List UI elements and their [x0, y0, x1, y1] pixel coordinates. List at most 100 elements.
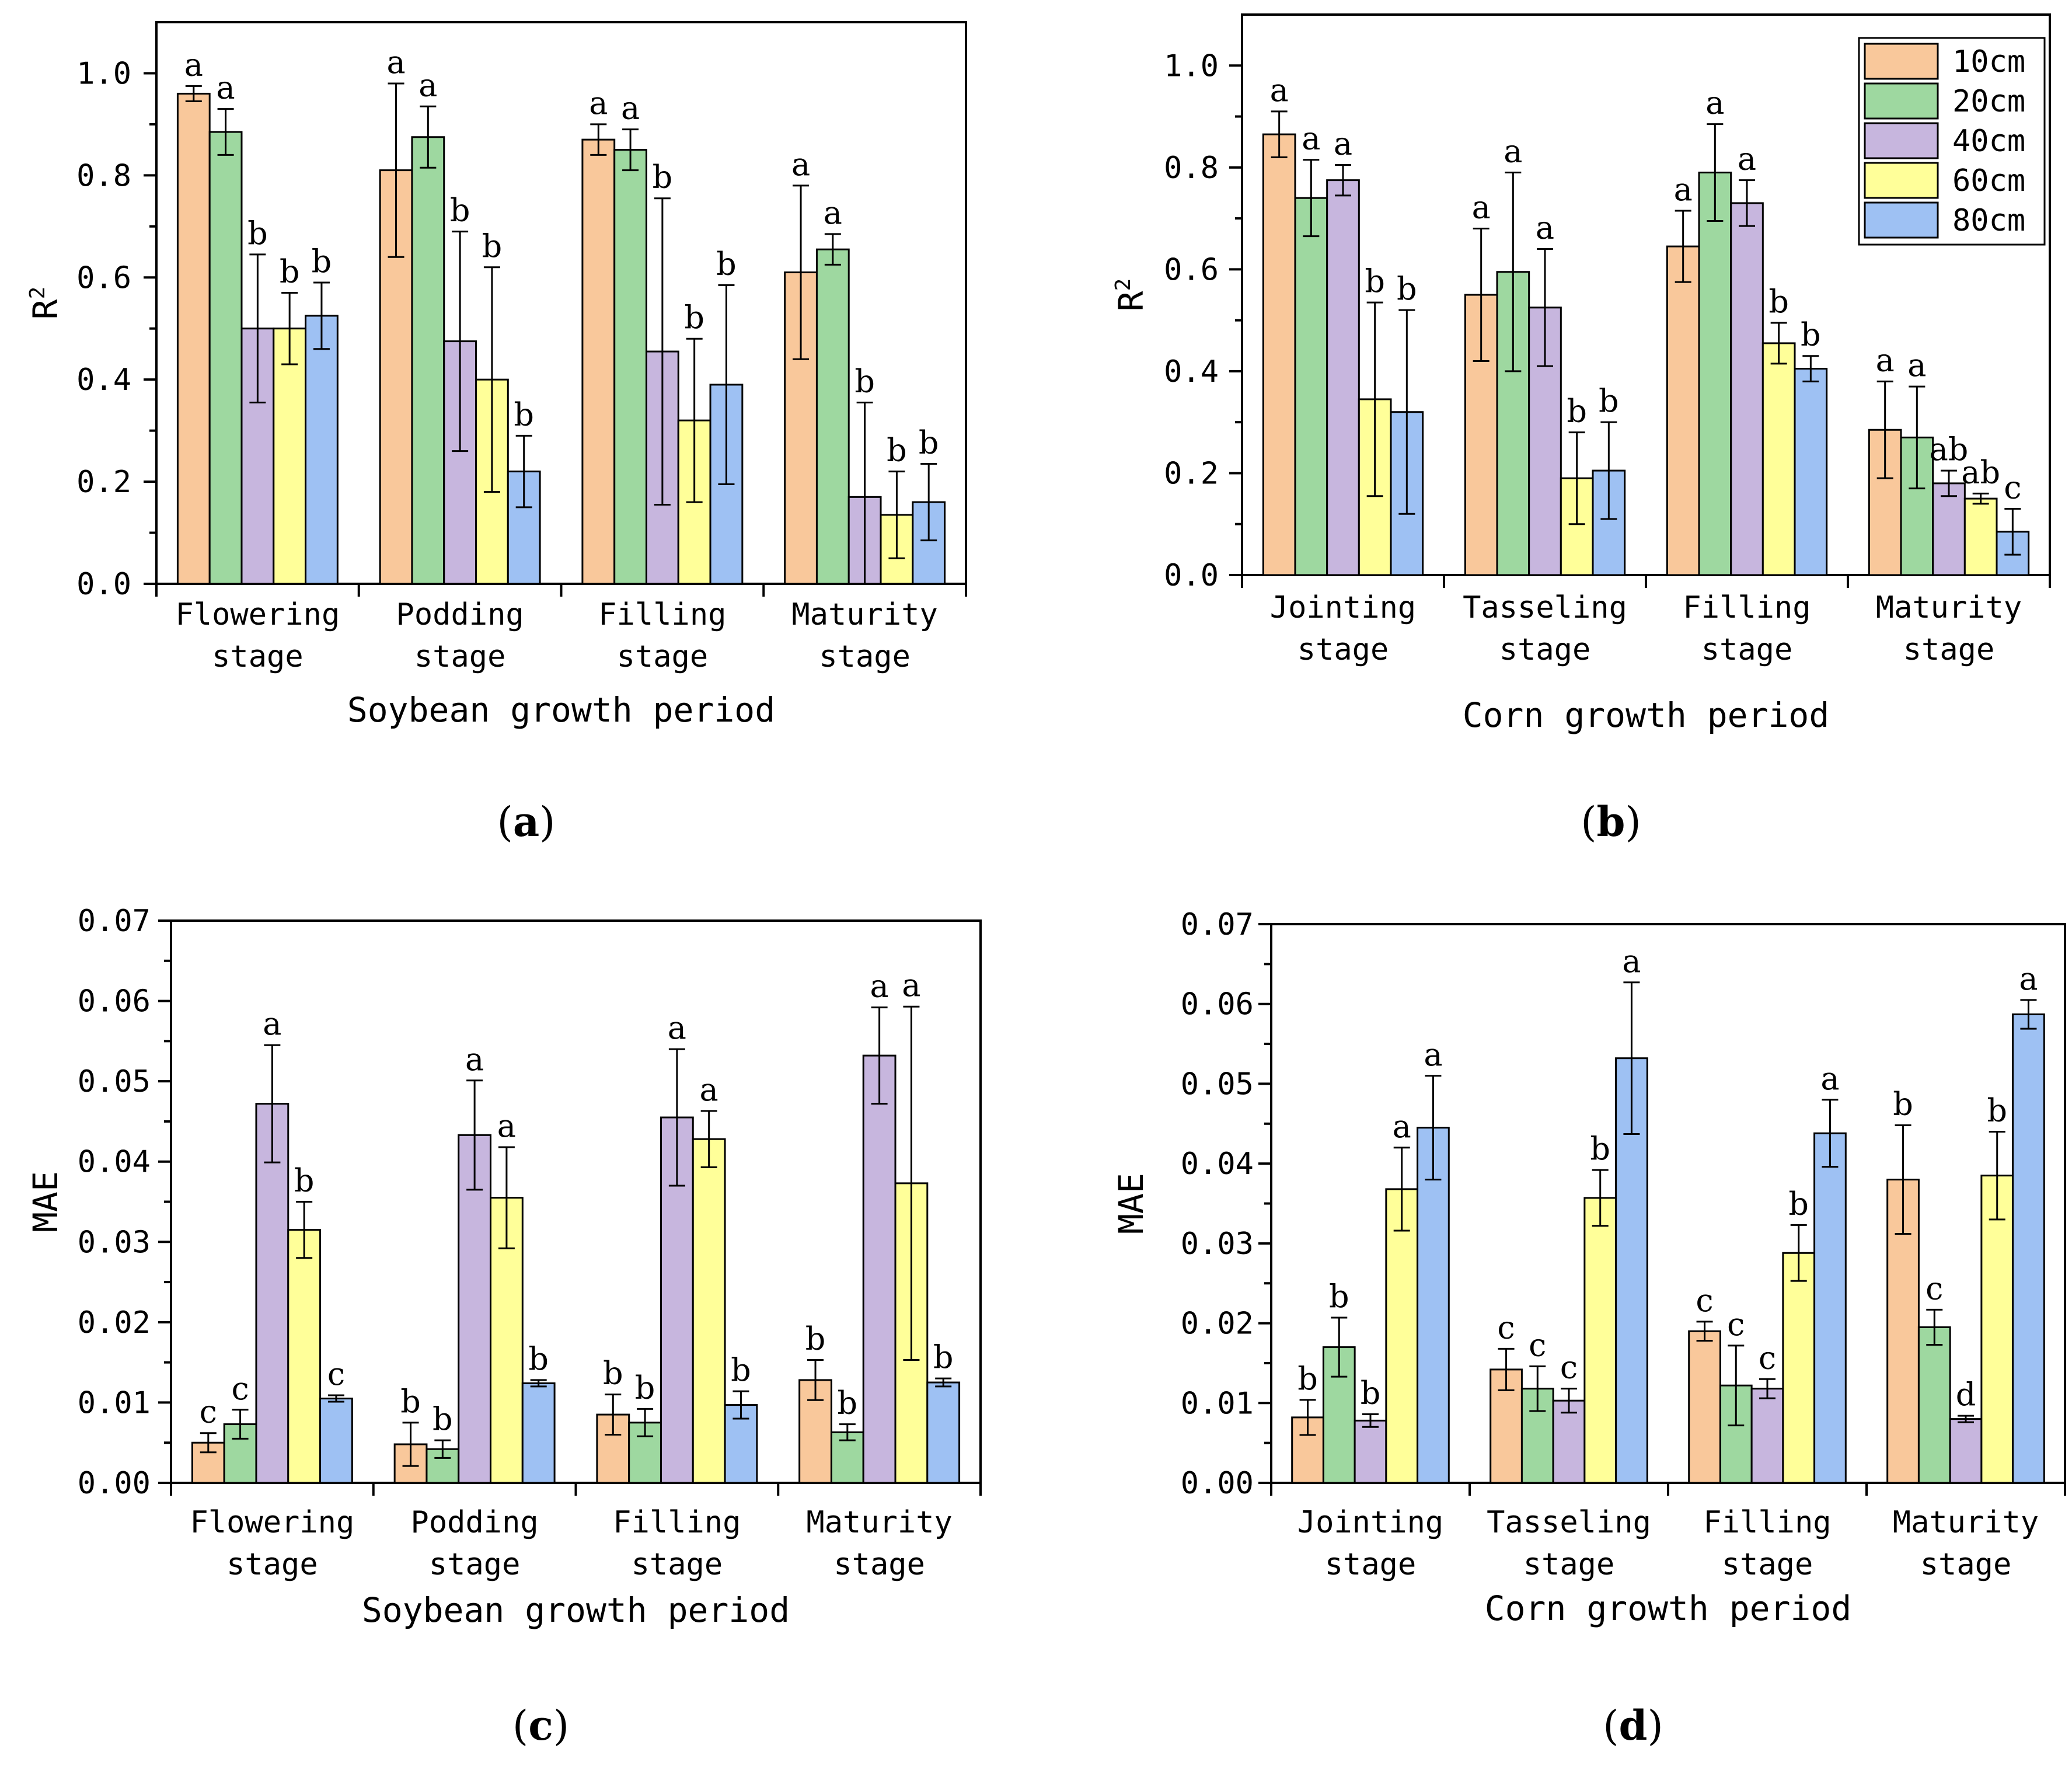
significance-letter: b — [635, 1369, 655, 1406]
x-tick-label: Filling — [598, 597, 726, 632]
significance-letter: a — [1536, 209, 1554, 246]
significance-letter: c — [1529, 1326, 1546, 1363]
y-tick-label: 0.03 — [78, 1225, 151, 1260]
panel-label: (b) — [1581, 797, 1641, 846]
legend-label-60cm: 60cm — [1952, 163, 2025, 198]
significance-letter: a — [2019, 960, 2038, 997]
bar-80cm-1 — [319, 1398, 353, 1484]
y-axis-title-sup: 2 — [26, 287, 50, 299]
significance-letter: b — [280, 253, 300, 290]
panel-label: (c) — [512, 1701, 569, 1750]
significance-letter: a — [1738, 141, 1756, 177]
panel-label-open: ( — [512, 1702, 528, 1750]
significance-letter: a — [824, 194, 842, 231]
significance-letter: ab — [1930, 431, 1969, 468]
significance-letter: c — [1926, 1270, 1943, 1307]
panel-label-letter: b — [1597, 797, 1625, 846]
panel-label-close: ) — [539, 798, 555, 846]
significance-letter: c — [200, 1394, 217, 1430]
bar-80cm-4 — [926, 1381, 961, 1484]
significance-letter: c — [1696, 1282, 1713, 1319]
x-tick-label: Filling — [1683, 590, 1811, 625]
bar-40cm-3 — [1730, 202, 1764, 576]
x-tick-label: Tasseling — [1487, 1505, 1651, 1540]
x-tick-label: Jointing — [1270, 590, 1416, 625]
significance-letter: a — [263, 1005, 281, 1042]
significance-letter: b — [731, 1351, 751, 1388]
x-tick-label-line2: stage — [1523, 1547, 1615, 1582]
bar-40cm-1 — [255, 1103, 289, 1484]
y-tick-label: 0.05 — [78, 1064, 151, 1099]
bar-20cm-1 — [208, 131, 243, 585]
bar-80cm-2 — [521, 1382, 556, 1484]
x-tick-label: Jointing — [1297, 1505, 1443, 1540]
x-axis-title: Soybean growth period — [362, 1590, 790, 1630]
bar-40cm-2 — [458, 1134, 492, 1484]
significance-letter: a — [1334, 125, 1352, 162]
bar-80cm-1 — [1417, 1127, 1450, 1484]
significance-letter: b — [1329, 1278, 1349, 1315]
bar-20cm-3 — [613, 149, 647, 585]
panel-label-close: ) — [1647, 1702, 1663, 1750]
significance-letter: b — [432, 1401, 453, 1437]
bar-60cm-1 — [287, 1229, 322, 1484]
significance-letter: b — [294, 1162, 315, 1199]
x-tick-label: Podding — [411, 1505, 539, 1540]
significance-letter: a — [1302, 120, 1320, 157]
significance-letter: b — [1297, 1360, 1318, 1397]
y-tick-label: 0.04 — [78, 1145, 151, 1180]
significance-letter: a — [1622, 943, 1641, 980]
significance-letter: b — [1361, 1374, 1381, 1411]
y-axis-title-sup: 2 — [1111, 278, 1135, 291]
significance-letter: b — [854, 363, 875, 400]
bar-80cm-1 — [305, 315, 339, 585]
y-axis-title: R2 — [26, 287, 65, 320]
legend-swatch-10cm — [1864, 43, 1939, 80]
bar-40cm-4 — [1932, 482, 1966, 576]
x-tick-label-line2: stage — [819, 639, 911, 674]
bar-60cm-2 — [1583, 1197, 1617, 1484]
significance-letter: a — [1907, 347, 1926, 384]
x-tick-label: Filling — [1703, 1505, 1831, 1540]
bar-20cm-1 — [1294, 197, 1328, 576]
y-tick-label: 0.8 — [1164, 151, 1219, 186]
bar-20cm-3 — [1698, 172, 1732, 576]
y-tick-label: 0.00 — [1181, 1466, 1254, 1501]
panel-label: (a) — [497, 797, 556, 846]
x-tick-label: Maturity — [791, 597, 937, 632]
significance-letter: b — [247, 215, 268, 252]
bar-20cm-2 — [411, 136, 445, 585]
x-tick-label: Maturity — [1893, 1505, 2039, 1540]
y-tick-label: 0.02 — [1181, 1307, 1254, 1342]
x-tick-label-line2: stage — [833, 1547, 925, 1582]
significance-letter: b — [1365, 263, 1385, 299]
significance-letter: c — [2004, 469, 2021, 506]
significance-letter: a — [902, 967, 920, 1004]
y-axis-title: MAE — [26, 1171, 65, 1232]
x-tick-label-line2: stage — [1499, 632, 1591, 667]
significance-letter: b — [312, 243, 332, 280]
legend-swatch-40cm — [1864, 122, 1939, 159]
y-axis-title-base: R — [1111, 291, 1151, 311]
y-axis-title-base: R — [26, 299, 65, 319]
bar-10cm-1 — [1262, 133, 1296, 576]
chart-panel-d: 0.000.010.020.030.040.050.060.07MAEbbbaa… — [1111, 907, 2066, 1750]
significance-letter: c — [231, 1370, 249, 1407]
panel-label-letter: d — [1619, 1701, 1648, 1750]
x-tick-label: Maturity — [806, 1505, 952, 1540]
x-tick-label-line2: stage — [1903, 632, 1995, 667]
y-tick-label: 0.6 — [76, 260, 131, 295]
significance-letter: a — [1270, 72, 1289, 109]
significance-letter: b — [450, 192, 470, 229]
significance-letter: a — [621, 90, 640, 127]
significance-letter: b — [514, 396, 534, 433]
bar-80cm-4 — [2012, 1013, 2045, 1484]
significance-letter: a — [216, 69, 235, 106]
y-tick-label: 0.2 — [1164, 456, 1219, 491]
y-tick-label: 1.0 — [76, 56, 131, 91]
x-tick-label-line2: stage — [429, 1547, 521, 1582]
significance-letter: c — [1560, 1349, 1578, 1386]
y-axis-title: R2 — [1111, 278, 1151, 312]
legend-label-40cm: 40cm — [1952, 124, 2025, 159]
